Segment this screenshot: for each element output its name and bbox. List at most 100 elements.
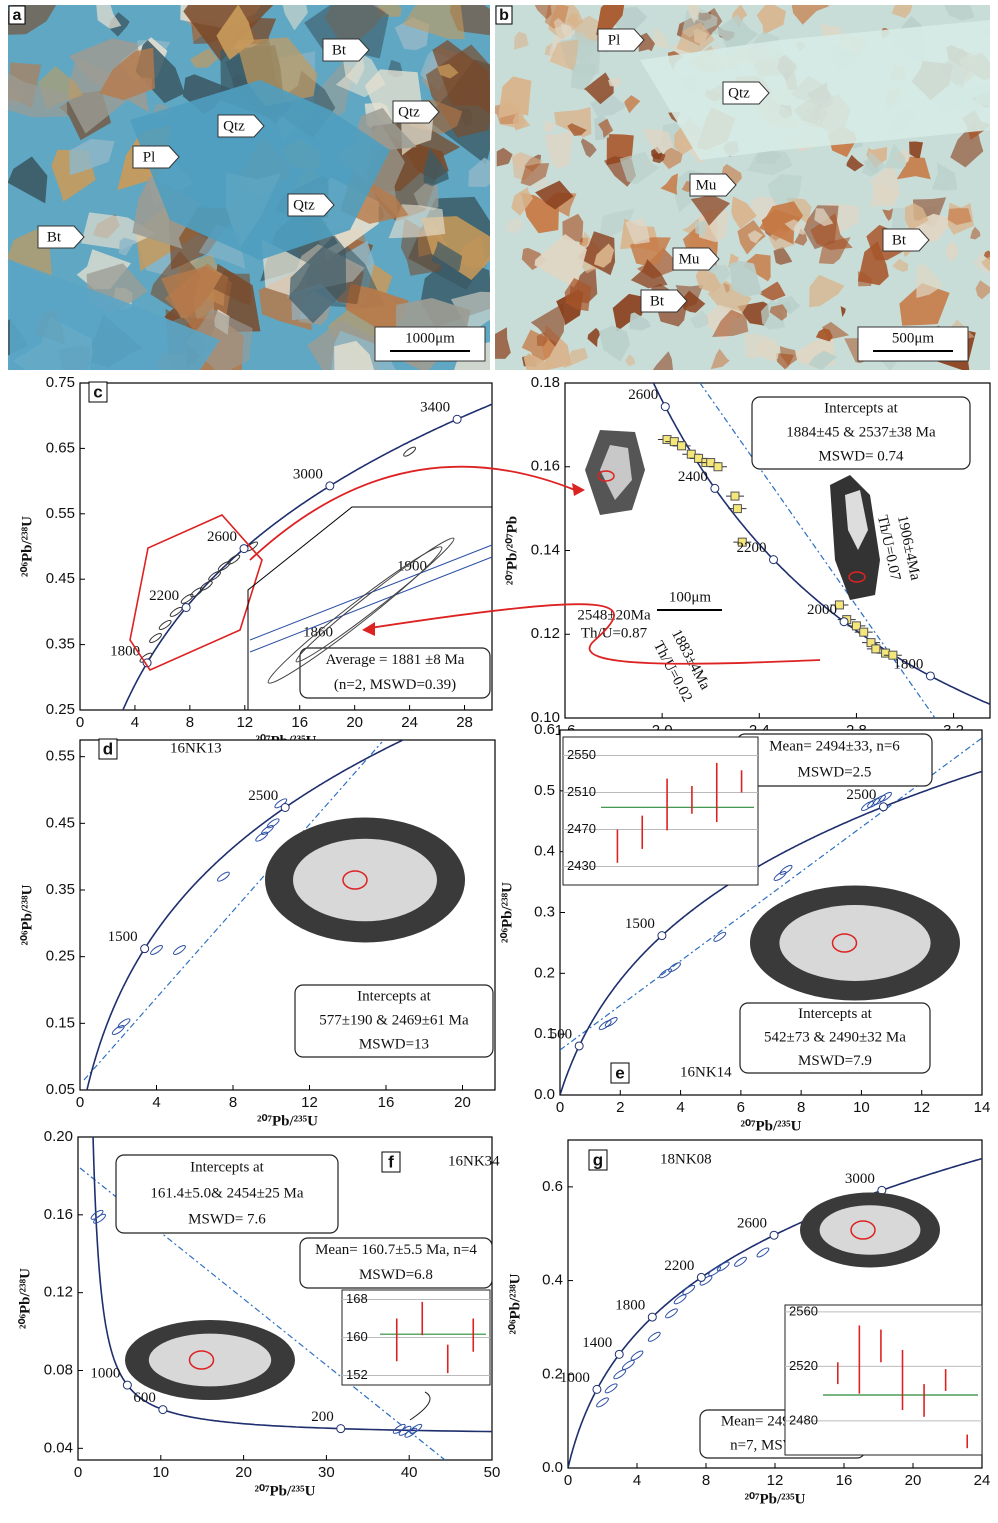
age-label: 2600: [207, 529, 237, 545]
y-tick-label: 0.18: [531, 374, 560, 391]
concordia-age-marker: [770, 1231, 778, 1239]
x-tick-label: 12: [767, 1472, 784, 1489]
y-tick-label: 0.6: [542, 1178, 563, 1195]
sample-name: 16NK34: [448, 1153, 500, 1169]
y-tick-label: 0.45: [46, 570, 75, 587]
y-tick-label: 0.15: [46, 1014, 75, 1031]
concordia-age-marker: [281, 803, 289, 811]
annotation-text: Intercepts at: [824, 400, 899, 416]
age-label: 200: [311, 1409, 334, 1425]
x-tick-label: 28: [456, 714, 473, 731]
scale-label: 500μm: [892, 330, 935, 346]
concordia-age-marker: [326, 482, 334, 490]
panel-label: b: [499, 7, 509, 24]
inset-tick-label: 168: [346, 1291, 368, 1306]
concordia-age-marker: [661, 403, 669, 411]
inset-tick-label: 2510: [567, 784, 596, 799]
data-point: [733, 505, 741, 513]
concordia-age-marker: [453, 415, 461, 423]
annotation-text: 542±73 & 2490±32 Ma: [764, 1029, 906, 1045]
x-tick-label: 4: [131, 714, 139, 731]
y-tick-label: 0.4: [542, 1272, 563, 1289]
note: Th/U=0.87: [581, 625, 648, 641]
annotation-text: MSWD= 7.6: [188, 1211, 266, 1227]
y-tick-label: 0.2: [534, 964, 555, 981]
y-tick-label: 0.5: [534, 782, 555, 799]
x-tick-label: 16: [291, 714, 308, 731]
concordia-age-marker: [879, 803, 887, 811]
age-label: 1400: [582, 1335, 612, 1351]
inset-tick-label: 2470: [567, 821, 596, 836]
x-tick-label: 8: [229, 1094, 237, 1111]
age-label: 3400: [420, 400, 450, 416]
inset-tick-label: 2520: [789, 1358, 818, 1373]
data-point: [678, 442, 686, 450]
y-tick-label: 0.65: [46, 439, 75, 456]
concordia-age-marker: [840, 618, 848, 626]
concordia-age-marker: [926, 672, 934, 680]
y-axis-title: ²⁰⁶Pb/²³⁸U: [17, 1268, 33, 1329]
y-tick-label: 0.04: [44, 1439, 73, 1456]
sample-name: 16NK14: [680, 1064, 732, 1080]
x-tick-label: 8: [797, 1099, 805, 1116]
annotation-text: 161.4±5.0& 2454±25 Ma: [150, 1185, 303, 1201]
y-tick-label: 0.0: [534, 1086, 555, 1103]
concordia-age-marker: [648, 1313, 656, 1321]
age-label: 2500: [846, 787, 876, 803]
concordia-age-marker: [240, 545, 248, 553]
y-tick-label: 0.4: [534, 843, 555, 860]
x-tick-label: 20: [235, 1464, 252, 1481]
age-label: 2200: [149, 588, 179, 604]
annotation-text: MSWD=2.5: [798, 764, 872, 780]
mineral-tag: [133, 146, 179, 168]
annotation-text: Intercepts at: [798, 1006, 873, 1022]
zircon-core: [293, 839, 437, 922]
annotation-text: Intercepts at: [190, 1159, 265, 1175]
concordia-age-marker: [123, 1381, 131, 1389]
x-tick-label: 4: [633, 1472, 641, 1489]
sample-name: 18NK08: [660, 1151, 712, 1167]
annotation-text: Average = 1881 ±8 Ma: [326, 652, 465, 668]
y-tick-label: 0.0: [542, 1459, 563, 1476]
panel-label: d: [103, 739, 113, 758]
inset-tick-label: 2480: [789, 1412, 818, 1427]
age-label: 1800: [893, 656, 923, 672]
y-tick-label: 0.16: [531, 458, 560, 475]
x-tick-label: 50: [484, 1464, 501, 1481]
inset-tick-label: 2560: [789, 1303, 818, 1318]
y-tick-label: 0.05: [46, 1081, 75, 1098]
page: aBtQtzPlQtzQtzBt1000μmbPlQtzMuMuBtBt500μ…: [0, 0, 998, 1523]
x-tick-label: 6: [737, 1099, 745, 1116]
x-tick-label: 20: [454, 1094, 471, 1111]
y-tick-label: 0.12: [44, 1284, 73, 1301]
y-tick-label: 0.35: [46, 881, 75, 898]
x-tick-label: 16: [836, 1472, 853, 1489]
zircon-core: [149, 1334, 271, 1387]
mineral-label: Qtz: [398, 104, 420, 120]
x-tick-label: 16: [378, 1094, 395, 1111]
y-tick-label: 0.20: [44, 1128, 73, 1145]
mineral-label: Pl: [143, 149, 156, 165]
concordia-age-marker: [697, 1273, 705, 1281]
y-tick-label: 0.25: [46, 701, 75, 718]
x-tick-label: 12: [301, 1094, 318, 1111]
annotation-text: (n=2, MSWD=0.39): [334, 677, 456, 693]
x-tick-label: 0: [564, 1472, 572, 1489]
panel-label: f: [388, 1152, 394, 1171]
concordia-age-marker: [615, 1350, 623, 1358]
inset-tick-label: 152: [346, 1367, 368, 1382]
age-label: 2200: [737, 540, 767, 556]
x-tick-label: 24: [401, 714, 418, 731]
mineral-label: Qtz: [293, 197, 315, 213]
age-label: 1500: [108, 929, 138, 945]
age-label: 1000: [560, 1370, 590, 1386]
panel-label: a: [13, 7, 22, 24]
annotation-text: Intercepts at: [357, 988, 432, 1004]
x-tick-label: 10: [853, 1099, 870, 1116]
mineral-tag: [598, 29, 644, 51]
x-tick-label: 2: [616, 1099, 624, 1116]
y-tick-label: 0.75: [46, 374, 75, 391]
concordia-age-marker: [658, 932, 666, 940]
x-axis-title: ²⁰⁷Pb/²³⁵U: [254, 1483, 315, 1499]
concordia-age-marker: [711, 484, 719, 492]
